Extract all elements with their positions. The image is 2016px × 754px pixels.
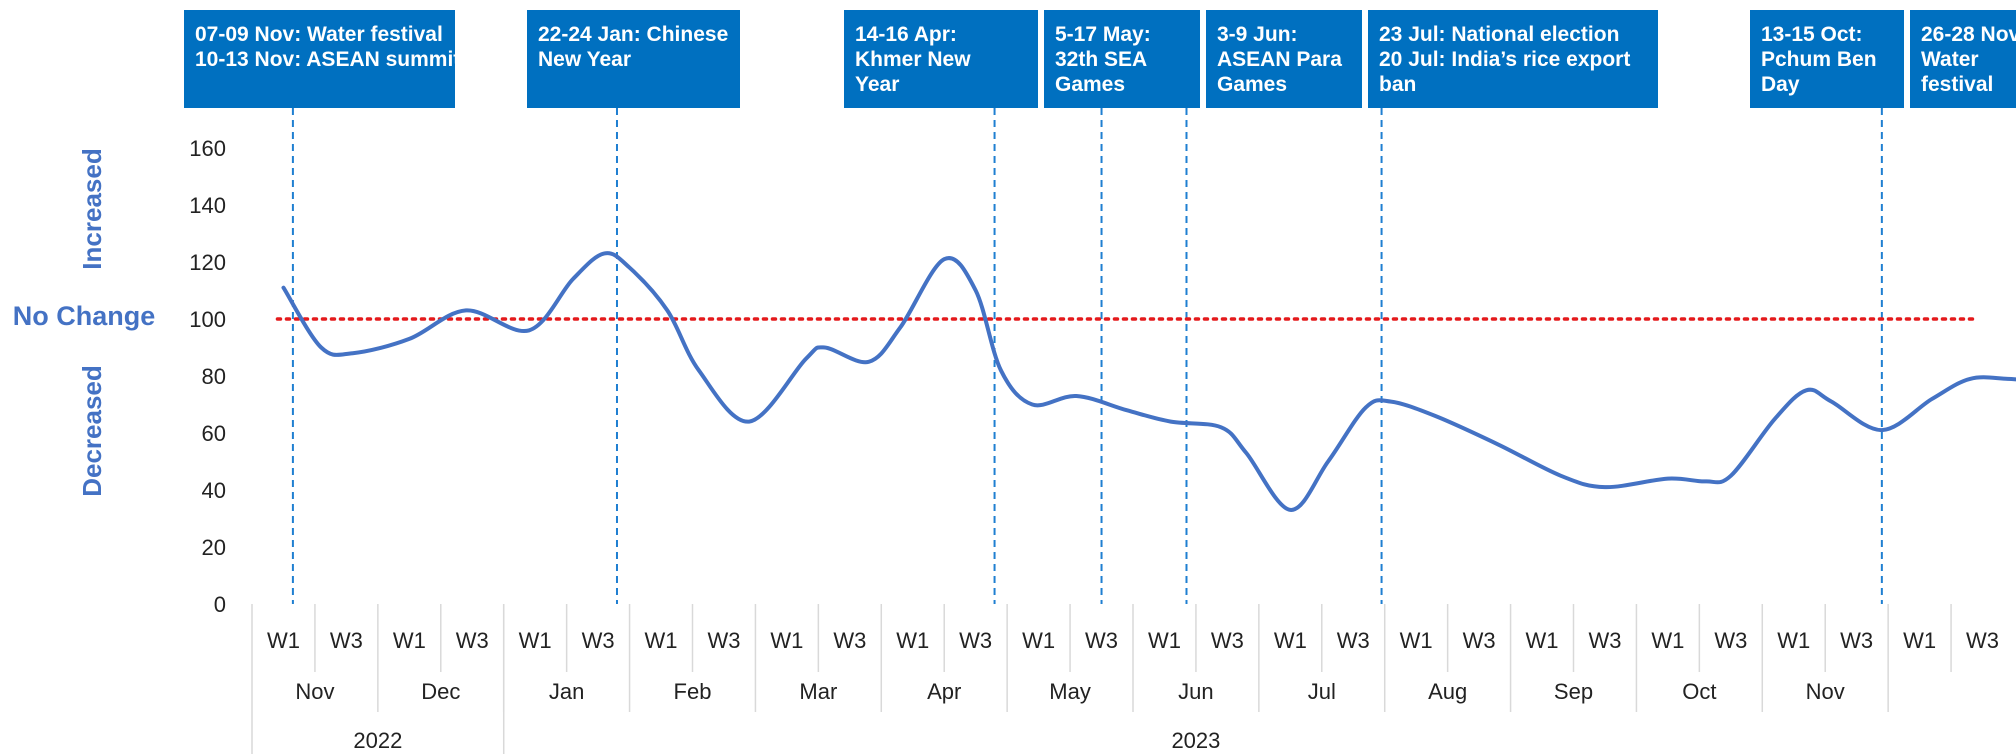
y-tick-label: 20 — [202, 535, 226, 560]
week-tick-label: W1 — [1400, 628, 1433, 653]
event-label: 3-9 Jun: — [1217, 23, 1298, 46]
month-tick-label: Sep — [1554, 679, 1593, 704]
y-tick-label: 140 — [189, 193, 226, 218]
month-tick-label: Apr — [927, 679, 961, 704]
event-label: Pchum Ben — [1761, 48, 1877, 71]
year-tick-label: 2023 — [1171, 728, 1220, 753]
event-label: Khmer New — [855, 48, 971, 71]
y-tick-label: 60 — [202, 421, 226, 446]
event-label: 5-17 May: — [1055, 23, 1151, 46]
y-tick-label: 120 — [189, 250, 226, 275]
event-label: 22-24 Jan: Chinese — [538, 23, 728, 46]
event-box — [1368, 10, 1658, 108]
month-tick-label: Aug — [1428, 679, 1467, 704]
week-tick-label: W1 — [1526, 628, 1559, 653]
event-box — [527, 10, 740, 108]
grid-layer — [251, 604, 1952, 754]
month-tick-label: Jan — [549, 679, 584, 704]
event-label: 26-28 Nov: — [1921, 23, 2016, 46]
y-tick-label: 160 — [189, 136, 226, 161]
label-layer: 0 20 40 60 80 100 120 140 160 Increased No Change D… — [13, 136, 1999, 753]
event-label: 14-16 Apr: — [855, 23, 957, 46]
event-label: ASEAN Para — [1217, 48, 1342, 71]
week-tick-label: W1 — [267, 628, 300, 653]
year-tick-label: 2022 — [353, 728, 402, 753]
y-tick-label: 80 — [202, 364, 226, 389]
event-box — [1044, 10, 1200, 108]
month-tick-label: Nov — [295, 679, 334, 704]
week-tick-label: W3 — [1714, 628, 1747, 653]
month-tick-label: Jul — [1308, 679, 1336, 704]
week-tick-label: W1 — [770, 628, 803, 653]
week-tick-label: W3 — [1337, 628, 1370, 653]
week-tick-label: W3 — [1966, 628, 1999, 653]
event-label: 23 Jul: National election — [1379, 23, 1619, 46]
event-label: Games — [1217, 73, 1287, 96]
week-tick-label: W3 — [582, 628, 615, 653]
week-tick-label: W1 — [519, 628, 552, 653]
event-box — [1910, 10, 2016, 108]
week-tick-label: W1 — [645, 628, 678, 653]
week-tick-label: W3 — [1840, 628, 1873, 653]
event-label: 07-09 Nov: Water festival — [195, 23, 443, 46]
month-tick-label: Mar — [799, 679, 837, 704]
week-tick-label: W1 — [1651, 628, 1684, 653]
series-layer — [281, 251, 2016, 512]
y-tick-label: 40 — [202, 478, 226, 503]
week-tick-label: W1 — [393, 628, 426, 653]
event-label: Water — [1921, 48, 1979, 71]
event-label: Year — [855, 73, 899, 96]
week-tick-label: W1 — [1903, 628, 1936, 653]
week-tick-label: W3 — [707, 628, 740, 653]
week-tick-label: W1 — [1148, 628, 1181, 653]
event-box — [844, 10, 1038, 108]
event-label: New Year — [538, 48, 631, 71]
y-tick-label: 100 — [189, 307, 226, 332]
month-tick-label: Nov — [1806, 679, 1845, 704]
week-tick-label: W1 — [896, 628, 929, 653]
month-tick-label: Feb — [674, 679, 712, 704]
week-tick-label: W3 — [330, 628, 363, 653]
event-label: Day — [1761, 73, 1800, 96]
event-label: 10-13 Nov: ASEAN summit — [195, 48, 460, 71]
month-tick-label: May — [1049, 679, 1091, 704]
event-box — [1750, 10, 1904, 108]
week-tick-label: W3 — [1211, 628, 1244, 653]
week-tick-label: W3 — [959, 628, 992, 653]
event-box — [1206, 10, 1362, 108]
week-tick-label: W3 — [1463, 628, 1496, 653]
week-tick-label: W3 — [1588, 628, 1621, 653]
month-tick-label: Jun — [1178, 679, 1213, 704]
week-tick-label: W1 — [1022, 628, 1055, 653]
no-change-label: No Change — [13, 301, 156, 331]
decreased-label: Decreased — [77, 365, 107, 497]
week-tick-label: W1 — [1777, 628, 1810, 653]
week-tick-label: W3 — [456, 628, 489, 653]
event-label: Games — [1055, 73, 1125, 96]
event-box — [184, 10, 455, 108]
event-label: ban — [1379, 73, 1416, 96]
event-label: festival — [1921, 73, 1993, 96]
event-label: 20 Jul: India’s rice export — [1379, 48, 1630, 71]
event-label: 32th SEA — [1055, 48, 1147, 71]
series-line — [281, 251, 2016, 512]
month-tick-label: Oct — [1682, 679, 1716, 704]
week-tick-label: W3 — [833, 628, 866, 653]
week-tick-label: W3 — [1085, 628, 1118, 653]
y-tick-label: 0 — [214, 592, 226, 617]
event-label: 13-15 Oct: — [1761, 23, 1863, 46]
increased-label: Increased — [77, 148, 107, 269]
month-tick-label: Dec — [421, 679, 460, 704]
week-tick-label: W1 — [1274, 628, 1307, 653]
